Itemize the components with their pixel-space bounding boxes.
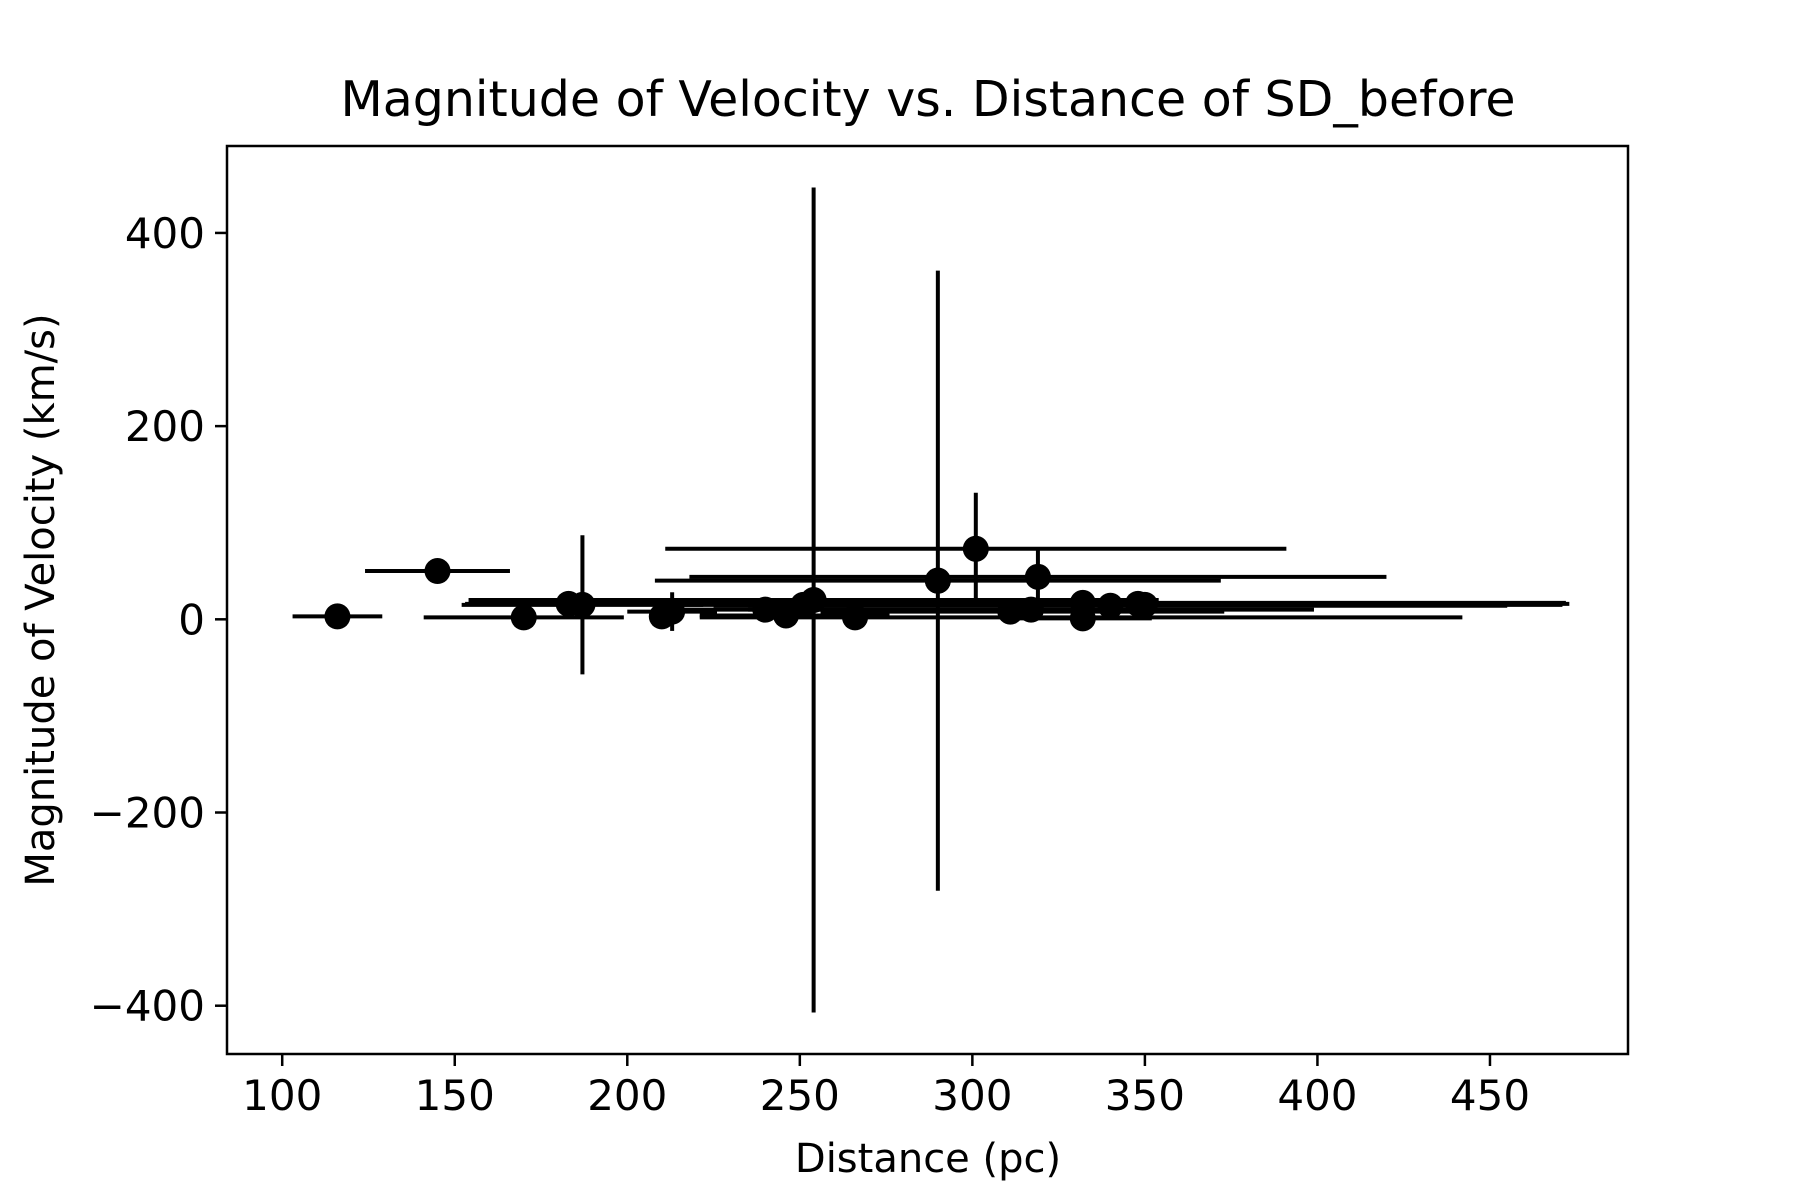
y-tick-label: 400 <box>125 209 205 258</box>
data-point <box>842 604 869 631</box>
plot-frame <box>225 144 1630 1056</box>
y-axis: −400 −200 0 200 400 <box>90 209 227 1031</box>
data-point <box>424 558 451 585</box>
x-tick-label: 350 <box>1105 1071 1185 1120</box>
y-tick-label: 0 <box>178 595 205 644</box>
data-point <box>962 535 989 562</box>
data-point <box>924 567 951 594</box>
x-tick-label: 400 <box>1277 1071 1357 1120</box>
data-point <box>800 587 827 613</box>
data-point <box>1131 591 1158 618</box>
data-point <box>1018 596 1045 623</box>
data-point <box>1097 592 1124 619</box>
x-tick-label: 300 <box>932 1071 1012 1120</box>
x-axis: 100 150 200 250 300 350 400 450 <box>242 1054 1530 1120</box>
y-tick-label: −400 <box>90 982 205 1031</box>
data-point <box>1024 563 1051 590</box>
y-tick-label: −200 <box>90 789 205 838</box>
data-point <box>1069 605 1096 632</box>
x-tick-label: 100 <box>242 1071 322 1120</box>
x-tick-label: 150 <box>415 1071 495 1120</box>
data-point <box>569 591 596 618</box>
y-tick-label: 200 <box>125 402 205 451</box>
data-point <box>510 604 537 631</box>
data-point <box>752 596 779 623</box>
x-tick-label: 250 <box>760 1071 840 1120</box>
data-point <box>659 598 686 625</box>
x-axis-label: Distance (pc) <box>795 1136 1061 1182</box>
data-point <box>997 598 1024 625</box>
x-tick-label: 200 <box>587 1071 667 1120</box>
plot-area <box>292 187 1570 1013</box>
y-axis-label: Magnitude of Velocity (km/s) <box>18 313 64 886</box>
x-tick-label: 450 <box>1450 1071 1530 1120</box>
chart-title: Magnitude of Velocity vs. Distance of SD… <box>340 71 1515 128</box>
data-point <box>324 603 351 630</box>
